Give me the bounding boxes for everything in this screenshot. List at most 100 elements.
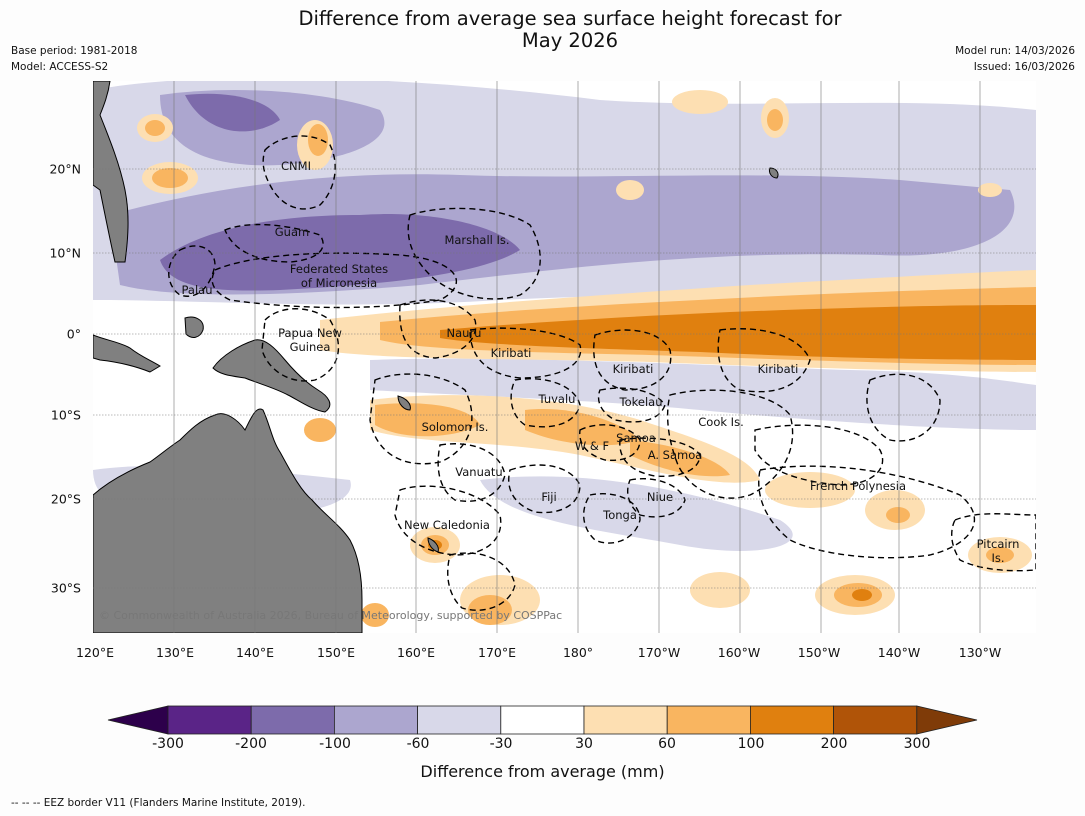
graticule: [173, 81, 981, 633]
place-label-micronesia: Federated States of Micronesia: [290, 262, 388, 290]
colorbar-tick-label: -100: [319, 736, 351, 752]
y-tick-label: 30°S: [50, 580, 81, 596]
x-tick-label: 140°E: [235, 645, 275, 660]
colorbar-segment: [167, 705, 252, 735]
patch-positive: [986, 547, 1014, 563]
x-tick-label: 170°E: [477, 645, 517, 660]
colorbar-segment: [833, 705, 918, 735]
y-tick-label: 0°: [66, 326, 81, 342]
meta-right: Model run: 14/03/2026 Issued: 16/03/2026: [955, 43, 1075, 75]
colorbar-segment: [417, 705, 502, 735]
place-label-marshall: Marshall Is.: [444, 233, 510, 247]
place-label-palau: Palau: [181, 283, 213, 297]
land-philippines: [93, 81, 129, 263]
x-tick-label: 170°W: [637, 645, 681, 660]
place-label-kiribati-central: Kiribati: [612, 362, 654, 376]
place-label-line: of Micronesia: [300, 276, 378, 290]
place-label-kiribati-east: Kiribati: [757, 362, 799, 376]
x-tick-label: 150°W: [797, 645, 841, 660]
place-label-line: Is.: [991, 551, 1005, 565]
anomaly-core-north: [160, 214, 520, 291]
colorbar-segment: [750, 705, 835, 735]
issued-date: Issued: 16/03/2026: [973, 61, 1075, 73]
copyright-notice: © Commonwealth of Australia 2026, Bureau…: [99, 609, 563, 622]
base-period: Base period: 1981-2018: [11, 45, 138, 57]
land-new-guinea: [212, 339, 331, 413]
title-line-1: Difference from average sea surface heig…: [298, 7, 842, 30]
colorbar-under-arrow: [107, 705, 169, 735]
title-line-2: May 2026: [521, 29, 619, 52]
colorbar-tick-label: 30: [575, 736, 593, 752]
colorbar-tick-label: 300: [903, 736, 931, 752]
colorbar-segment: [250, 705, 335, 735]
y-tick-label: 10°S: [50, 407, 81, 423]
place-label-french-polynesia: French Polynesia: [809, 479, 907, 493]
colorbar-segment: [666, 705, 751, 735]
patch-positive: [152, 168, 188, 188]
patch-positive: [690, 572, 750, 608]
place-label-tuvalu: Tuvalu: [538, 392, 576, 406]
y-tick-label: 10°N: [49, 245, 81, 261]
place-label-tokelau: Tokelau: [619, 395, 663, 409]
map-field: [93, 81, 1036, 633]
patch-positive: [672, 90, 728, 114]
place-label-cnmi: CNMI: [281, 159, 311, 173]
patch-positive: [886, 507, 910, 523]
eez-borders: [168, 135, 1036, 611]
place-label-line: Federated States: [289, 262, 389, 276]
place-label-wallis-futuna: W & F: [574, 439, 610, 453]
patch-positive: [361, 603, 389, 627]
model-name: Model: ACCESS-S2: [11, 61, 109, 73]
x-tick-label: 120°E: [75, 645, 115, 660]
south-band-mid: [375, 403, 480, 437]
land-halmahera: [184, 316, 204, 338]
colorbar-segment: [333, 705, 418, 735]
x-tick-label: 180°: [562, 645, 594, 660]
patch-positive: [145, 120, 165, 136]
place-label-samoa: Samoa: [616, 431, 656, 445]
equatorial-band-core: [440, 305, 1036, 360]
x-tick-label: 130°E: [155, 645, 195, 660]
patch-positive: [767, 109, 783, 131]
colorbar: [107, 705, 978, 735]
anomaly-band-south: [370, 358, 1036, 430]
south-band-mid-3: [630, 440, 730, 477]
land-solomon: [397, 395, 411, 411]
place-label-american-samoa: A. Samoa: [647, 448, 703, 462]
place-label-png: Papua New Guinea: [278, 326, 342, 354]
place-label-vanuatu: Vanuatu: [455, 465, 503, 479]
anomaly-patch-south: [480, 476, 793, 551]
place-label-pitcairn: Pitcairn Is.: [977, 537, 1020, 565]
land-australia: [93, 408, 363, 633]
colorbar-tick-label: -30: [489, 736, 513, 752]
patch-positive: [978, 183, 1002, 197]
eez-footnote: -- -- -- EEZ border V11 (Flanders Marine…: [11, 797, 306, 809]
patch-positive: [616, 180, 644, 200]
colorbar-over-arrow: [916, 705, 978, 735]
x-tick-label: 140°W: [877, 645, 921, 660]
colorbar-tick-label: 100: [737, 736, 765, 752]
x-tick-label: 130°W: [958, 645, 1002, 660]
colorbar-segment: [583, 705, 668, 735]
x-tick-label: 150°E: [316, 645, 356, 660]
place-label-fiji: Fiji: [541, 490, 557, 504]
model-run: Model run: 14/03/2026: [955, 45, 1075, 57]
place-label-line: Pitcairn: [976, 537, 1020, 551]
x-tick-label: 160°E: [396, 645, 436, 660]
colorbar-tick-label: -60: [406, 736, 430, 752]
patch-positive: [468, 595, 512, 625]
colorbar-tick-label: -200: [235, 736, 267, 752]
place-label-kiribati-west: Kiribati: [490, 346, 532, 360]
patch-positive: [308, 124, 328, 156]
meta-left: Base period: 1981-2018 Model: ACCESS-S2: [11, 43, 137, 75]
place-label-tonga: Tonga: [603, 508, 637, 522]
y-tick-label: 20°N: [49, 161, 81, 177]
place-label-line: Papua New: [278, 326, 342, 340]
chart-title: Difference from average sea surface heig…: [0, 8, 1085, 52]
south-band-mid-2: [525, 409, 640, 446]
place-label-nauru: Nauru: [446, 326, 482, 340]
colorbar-tick-label: 60: [658, 736, 676, 752]
land-islands-west: [93, 334, 161, 373]
place-label-niue: Niue: [646, 490, 674, 504]
